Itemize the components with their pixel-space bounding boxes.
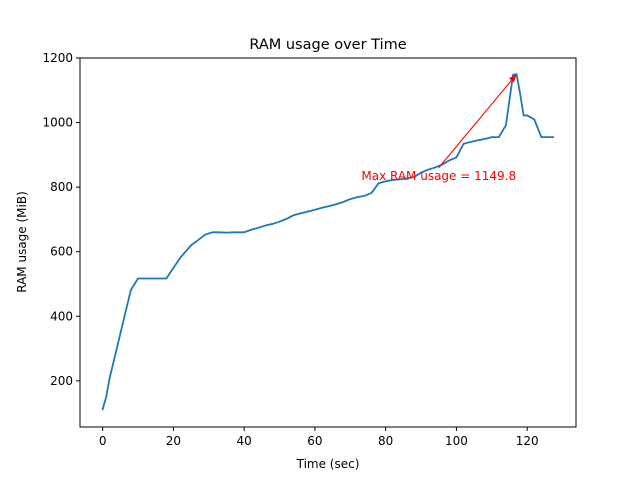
plot-frame bbox=[79, 57, 577, 428]
annotation-arrow bbox=[438, 80, 512, 169]
annotation-text: Max RAM usage = 1149.8 bbox=[361, 169, 516, 183]
y-tick-label: 600 bbox=[50, 245, 73, 259]
x-tick-label: 20 bbox=[166, 434, 181, 448]
max-annotation: Max RAM usage = 1149.8 bbox=[361, 74, 517, 183]
x-tick-label: 120 bbox=[516, 434, 539, 448]
ram-usage-line bbox=[101, 73, 554, 411]
x-axis-label: Time (sec) bbox=[296, 457, 360, 471]
x-tick-label: 60 bbox=[307, 434, 322, 448]
x-axis-ticks: 0 20 40 60 80 100 120 bbox=[99, 427, 539, 448]
plot-background bbox=[80, 58, 576, 427]
y-axis-label: RAM usage (MiB) bbox=[15, 191, 29, 293]
y-tick-label: 800 bbox=[50, 180, 73, 194]
y-tick-label: 1000 bbox=[42, 116, 73, 130]
x-tick-label: 100 bbox=[445, 434, 468, 448]
x-tick-label: 80 bbox=[378, 434, 393, 448]
x-tick-label: 0 bbox=[99, 434, 107, 448]
x-tick-label: 40 bbox=[237, 434, 252, 448]
chart-title: RAM usage over Time bbox=[249, 37, 406, 53]
annotation-arrow-head bbox=[508, 74, 517, 83]
y-tick-label: 400 bbox=[50, 309, 73, 323]
y-tick-label: 200 bbox=[50, 374, 73, 388]
y-tick-label: 1200 bbox=[42, 51, 73, 65]
y-axis-ticks: 200 400 600 800 1000 1200 bbox=[42, 51, 80, 388]
